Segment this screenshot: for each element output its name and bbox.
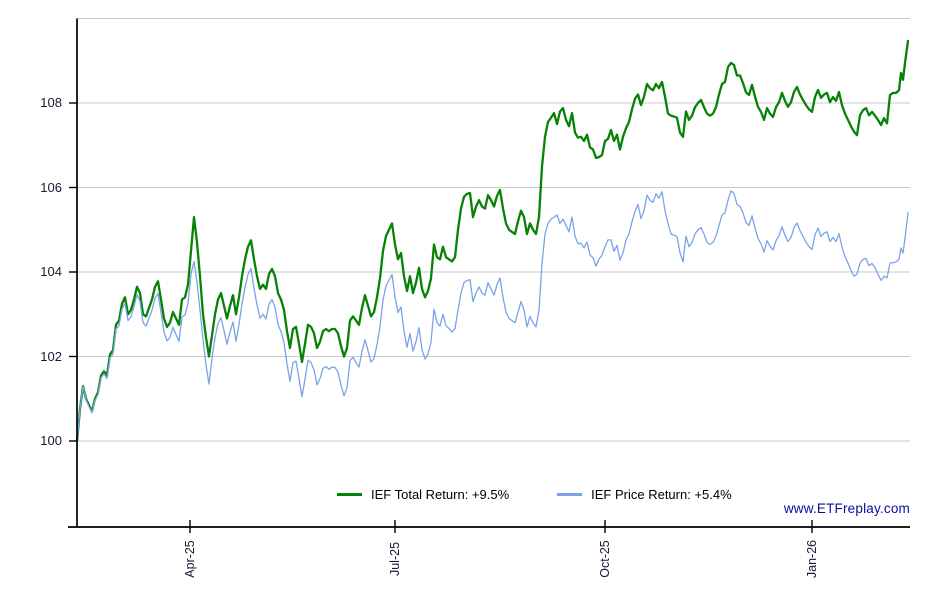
- y-axis-label-102: 102: [40, 348, 62, 364]
- legend-label-price-return: IEF Price Return: +5.4%: [591, 487, 732, 502]
- legend-item-total-return: IEF Total Return: +9.5%: [337, 487, 509, 502]
- legend-label-total-return: IEF Total Return: +9.5%: [371, 487, 510, 502]
- legend-item-price-return: IEF Price Return: +5.4%: [557, 487, 732, 502]
- etfreplay-watermark: www.ETFreplay.com: [783, 501, 910, 516]
- x-axis-label-apr-25: Apr-25: [183, 540, 197, 578]
- price-return-line: [76, 190, 909, 442]
- chart-legend: IEF Total Return: +9.5% IEF Price Return…: [337, 487, 732, 502]
- y-axis-label-106: 106: [40, 179, 62, 195]
- total-return-line-swatch: [337, 493, 362, 496]
- y-axis-label-108: 108: [40, 95, 62, 110]
- x-axis-label-oct-25: Oct-25: [598, 540, 612, 578]
- y-axis-label-100: 100: [40, 433, 62, 448]
- x-axis-label-jul-25: Jul-25: [388, 541, 402, 577]
- total-return-line: [75, 39, 910, 443]
- price-return-line-swatch: [557, 493, 583, 496]
- y-axis-label-104: 104: [40, 264, 62, 279]
- x-axis-label-jan-26: Jan-26: [805, 539, 819, 579]
